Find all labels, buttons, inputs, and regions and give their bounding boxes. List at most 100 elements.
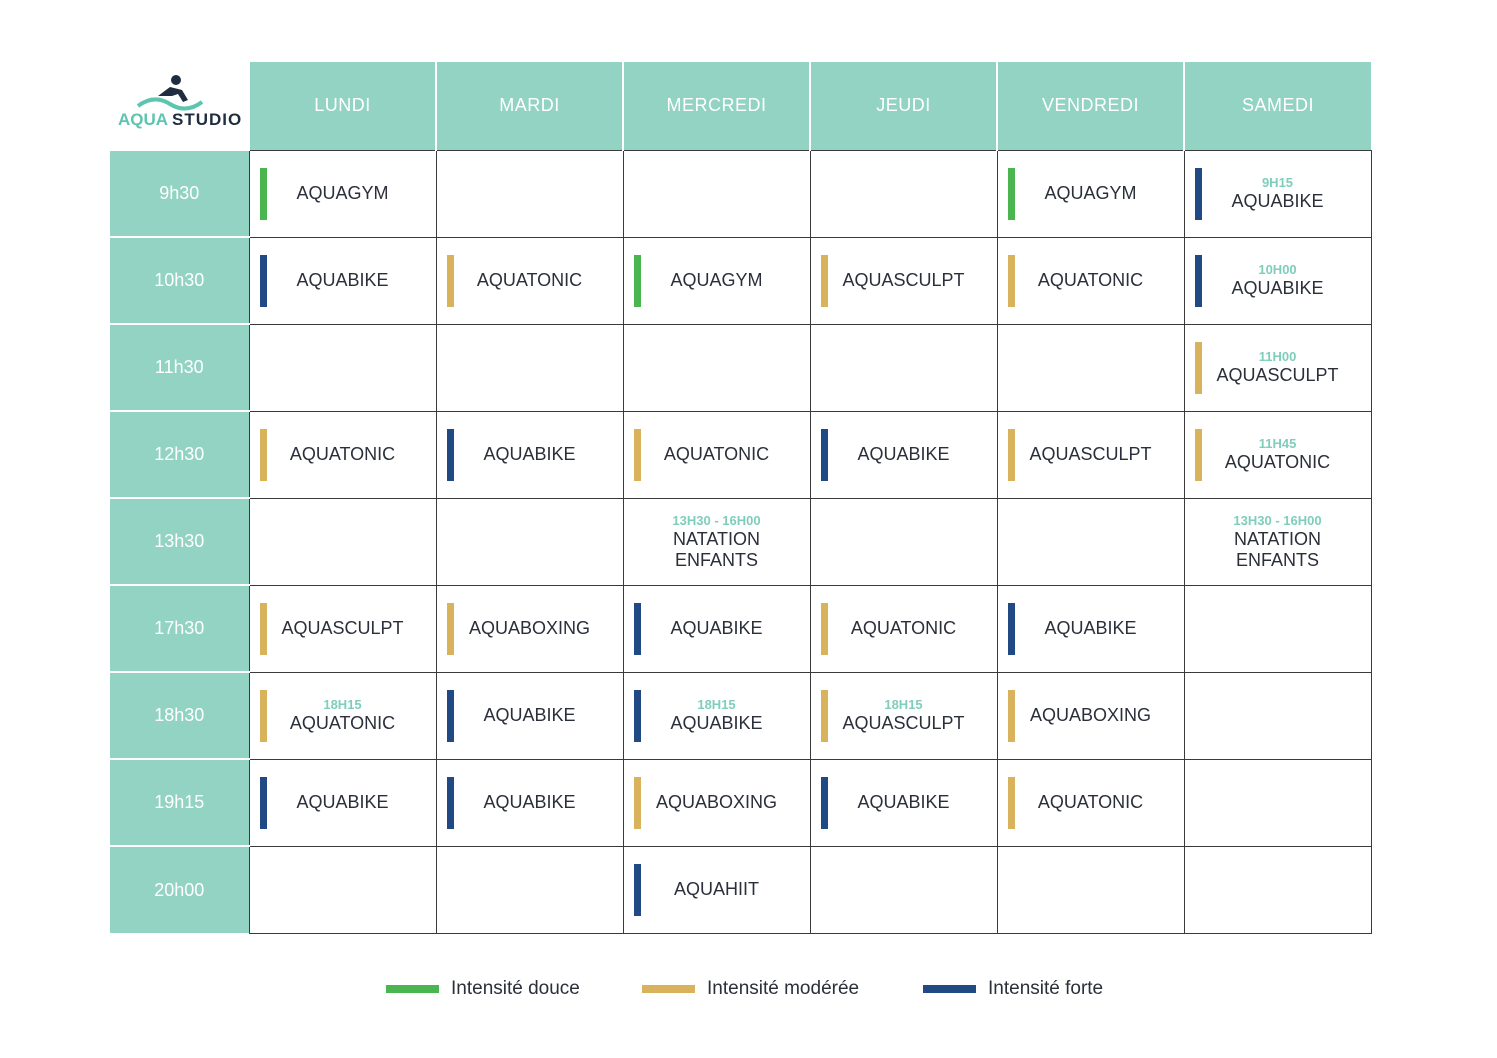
- empty-slot: [435, 149, 624, 238]
- day-header-row: AQUA STUDIO LUNDI MARDI MERCREDI JEUDI V…: [110, 62, 1371, 150]
- class-slot: AQUATONIC: [622, 410, 811, 499]
- class-name: AQUATONIC: [663, 444, 770, 464]
- class-slot: 13H30 - 16H00 NATATION ENFANTS: [1183, 497, 1372, 586]
- class-slot: AQUAHIIT: [622, 845, 811, 934]
- class-name: AQUABIKE: [1231, 191, 1324, 211]
- time-slot-label: 17h30: [110, 584, 249, 672]
- empty-slot: [435, 845, 624, 934]
- class-slot: AQUABIKE: [435, 671, 624, 760]
- intensity-bar: [820, 428, 828, 481]
- class-start-time: 13H30 - 16H00: [672, 512, 761, 528]
- schedule-row: 13h30 13H30 - 16H00 NATATION ENFANTS 13H30 …: [110, 497, 1372, 586]
- legend-swatch: [386, 985, 439, 993]
- intensity-bar: [259, 602, 267, 655]
- intensity-bar: [1194, 167, 1202, 220]
- class-slot: AQUABIKE: [435, 758, 624, 847]
- logo-cell: AQUA STUDIO: [110, 62, 249, 150]
- day-header-jeudi: JEUDI: [809, 62, 997, 150]
- class-name: AQUATONIC: [1037, 792, 1144, 812]
- schedule-row: 19h15 AQUABIKE AQUABIKE AQUABOXING AQUABIKE A…: [110, 758, 1372, 847]
- weekly-schedule-table: AQUA STUDIO LUNDI MARDI MERCREDI JEUDI V…: [110, 62, 1372, 934]
- class-name: AQUASCULPT: [281, 618, 404, 638]
- class-slot: AQUABIKE: [435, 410, 624, 499]
- class-slot: AQUASCULPT: [996, 410, 1185, 499]
- class-slot: AQUABIKE: [809, 410, 998, 499]
- class-name: AQUASCULPT: [1029, 444, 1152, 464]
- class-slot: AQUABIKE: [622, 584, 811, 673]
- logo-text-aqua: AQUA: [118, 110, 169, 129]
- intensity-bar: [1007, 602, 1015, 655]
- class-name: AQUABOXING: [1029, 705, 1152, 725]
- legend-label: Intensité modérée: [707, 978, 860, 999]
- class-start-time: 18H15: [884, 697, 923, 712]
- intensity-bar: [1194, 428, 1202, 481]
- aqua-studio-logo: AQUA STUDIO: [110, 62, 248, 149]
- empty-slot: [996, 497, 1185, 586]
- class-slot: AQUATONIC: [809, 584, 998, 673]
- empty-slot: [622, 149, 811, 238]
- legend-swatch: [642, 985, 695, 993]
- intensity-bar: [446, 254, 454, 307]
- empty-slot: [1183, 758, 1372, 847]
- class-start-time: 10H00: [1258, 262, 1297, 277]
- day-header-lundi: LUNDI: [248, 62, 436, 150]
- empty-slot: [435, 497, 624, 586]
- class-slot: AQUATONIC: [435, 236, 624, 325]
- schedule-row: 20h00 AQUAHIIT: [110, 845, 1372, 934]
- intensity-bar: [633, 863, 641, 916]
- class-slot: AQUABIKE: [248, 758, 437, 847]
- class-name: AQUABIKE: [483, 705, 576, 725]
- intensity-bar: [633, 602, 641, 655]
- class-name: AQUABOXING: [655, 792, 778, 812]
- class-name: AQUATONIC: [476, 270, 583, 290]
- class-slot: 18H15 AQUATONIC: [248, 671, 437, 760]
- time-slot-label: 11h30: [110, 323, 249, 411]
- intensity-bar: [446, 776, 454, 829]
- empty-slot: [1183, 671, 1372, 760]
- intensity-bar: [820, 602, 828, 655]
- class-slot: 11H45 AQUATONIC: [1183, 410, 1372, 499]
- class-name: NATATION ENFANTS: [673, 528, 760, 570]
- class-name: AQUABIKE: [670, 618, 763, 638]
- class-slot: 9H15 AQUABIKE: [1183, 149, 1372, 238]
- empty-slot: [996, 845, 1185, 934]
- intensity-bar: [1194, 254, 1202, 307]
- class-name: AQUABIKE: [483, 444, 576, 464]
- intensity-bar: [633, 776, 641, 829]
- class-slot: AQUABOXING: [996, 671, 1185, 760]
- day-header-samedi: SAMEDI: [1183, 62, 1371, 150]
- class-slot: AQUABIKE: [996, 584, 1185, 673]
- class-name: AQUABIKE: [483, 792, 576, 812]
- class-name: AQUABIKE: [857, 792, 950, 812]
- time-slot-label: 12h30: [110, 410, 249, 498]
- class-name: NATATION ENFANTS: [1234, 528, 1321, 570]
- class-name: AQUATONIC: [1224, 452, 1331, 472]
- class-slot: AQUABIKE: [248, 236, 437, 325]
- class-slot: 18H15 AQUASCULPT: [809, 671, 998, 760]
- intensity-bar: [820, 776, 828, 829]
- class-slot: 10H00 AQUABIKE: [1183, 236, 1372, 325]
- intensity-bar: [633, 254, 641, 307]
- class-start-time: 11H45: [1258, 436, 1297, 451]
- class-name: AQUABIKE: [1044, 618, 1137, 638]
- schedule-row: 10h30 AQUABIKE AQUATONIC AQUAGYM AQUASCULPT A…: [110, 236, 1372, 325]
- class-slot: AQUATONIC: [248, 410, 437, 499]
- class-slot: AQUAGYM: [248, 149, 437, 238]
- schedule-row: 12h30 AQUATONIC AQUABIKE AQUATONIC AQUABIKE A…: [110, 410, 1372, 499]
- day-header-mercredi: MERCREDI: [622, 62, 810, 150]
- class-name: AQUAGYM: [296, 183, 389, 203]
- class-slot: AQUABOXING: [435, 584, 624, 673]
- time-slot-label: 18h30: [110, 671, 249, 759]
- class-name: AQUABIKE: [296, 792, 389, 812]
- empty-slot: [248, 497, 437, 586]
- intensity-bar: [259, 254, 267, 307]
- empty-slot: [809, 323, 998, 412]
- intensity-bar: [1007, 689, 1015, 742]
- empty-slot: [622, 323, 811, 412]
- legend-label: Intensité douce: [451, 978, 580, 999]
- intensity-bar: [1194, 341, 1202, 394]
- time-slot-label: 19h15: [110, 758, 249, 846]
- empty-slot: [435, 323, 624, 412]
- intensity-bar: [820, 689, 828, 742]
- swimmer-logo-icon: [136, 75, 204, 111]
